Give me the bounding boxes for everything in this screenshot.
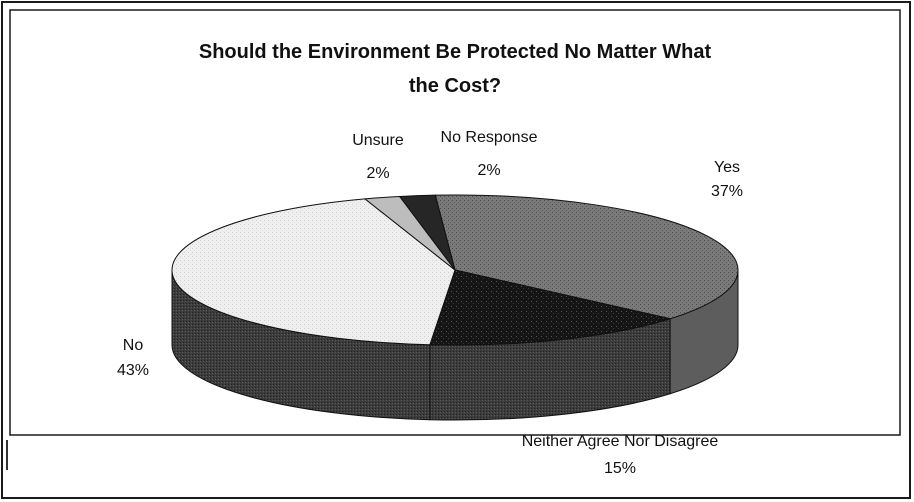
- chart-title-line-1: Should the Environment Be Protected No M…: [199, 41, 712, 63]
- slice-no-response: [398, 194, 456, 271]
- slice-no: [171, 198, 456, 346]
- label-no-value: 43%: [117, 362, 149, 379]
- pie-side-walls: [171, 269, 739, 421]
- slice-neither: [429, 269, 672, 346]
- plot-border: [9, 9, 901, 436]
- label-noresponse-name: No Response: [441, 129, 538, 146]
- label-noresponse-value: 2%: [477, 162, 500, 179]
- label-yes-value: 37%: [711, 183, 743, 200]
- label-unsure-value: 2%: [366, 165, 389, 182]
- label-yes-name: Yes: [714, 159, 740, 176]
- pie-top: [171, 194, 739, 346]
- label-unsure-name: Unsure: [352, 132, 404, 149]
- chart-title-line-2: the Cost?: [409, 75, 501, 97]
- label-neither-name: Neither Agree Nor Disagree: [522, 433, 719, 450]
- label-neither-value: 15%: [604, 460, 636, 477]
- edge-mark: [6, 440, 8, 470]
- slice-yes: [434, 194, 739, 320]
- label-no-name: No: [123, 337, 144, 354]
